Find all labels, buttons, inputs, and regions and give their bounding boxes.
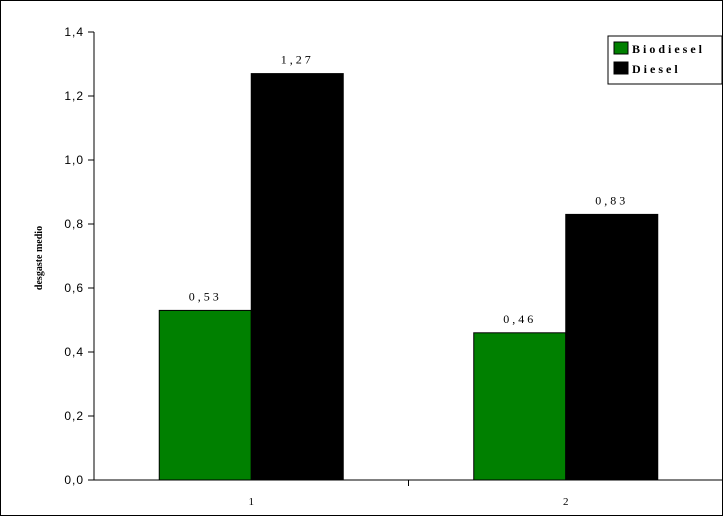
legend-swatch-biodiesel (613, 41, 629, 55)
y-tick-label: 1,4 (64, 25, 84, 39)
bar-biodiesel-2 (473, 332, 567, 481)
bar-diesel-1 (250, 73, 344, 481)
y-tick-label: 0,6 (64, 281, 84, 295)
y-tick-label: 1,2 (64, 89, 84, 103)
data-label: 1,27 (281, 53, 314, 67)
data-label: 0,53 (189, 289, 222, 303)
data-label: 0,46 (503, 312, 536, 326)
x-tick-label: 1 (249, 496, 255, 508)
y-tick-label: 0,8 (64, 217, 84, 231)
bars: 0,53 1,27 0,46 0,83 (158, 53, 659, 481)
x-tick-label: 2 (563, 496, 569, 508)
y-tick-label: 1,0 (64, 153, 84, 167)
y-tick-label: 0,4 (64, 345, 84, 359)
bar-diesel-2 (565, 213, 659, 481)
legend-label-diesel: Diesel (632, 62, 681, 76)
legend: Biodiesel Diesel (607, 35, 723, 85)
y-axis-label: desgaste medio (34, 226, 45, 290)
y-tick-label: 0,2 (64, 409, 84, 423)
legend-label-biodiesel: Biodiesel (632, 42, 705, 56)
y-tick-label: 0,0 (64, 473, 84, 487)
y-axis-ticks: 0,0 0,2 0,4 0,6 0,8 1,0 1,2 1,4 1 2 (64, 25, 568, 508)
bar-biodiesel-1 (158, 309, 252, 481)
axes (93, 32, 723, 481)
data-label: 0,83 (595, 193, 628, 207)
legend-swatch-diesel (613, 61, 629, 75)
